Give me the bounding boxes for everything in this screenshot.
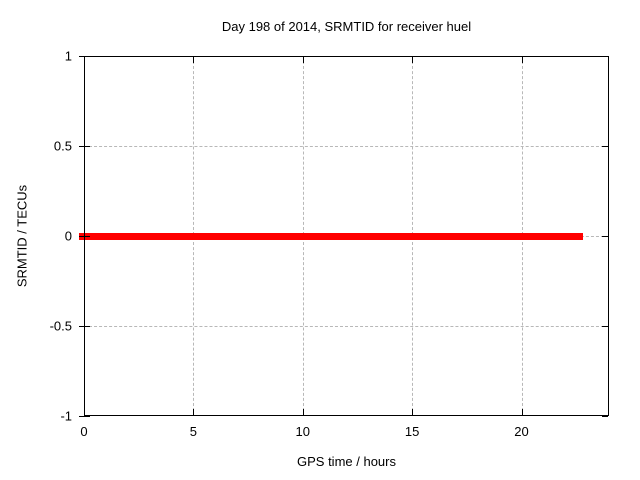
y-tick-label: 0.5 — [53, 138, 72, 154]
y-tick-mark-left — [79, 236, 90, 237]
y-tick-mark-right — [602, 56, 608, 57]
y-tick-mark-left — [79, 326, 90, 327]
x-tick-label: 15 — [404, 424, 420, 439]
y-tick-mark-right — [602, 236, 608, 237]
x-tick-label: 20 — [514, 424, 529, 439]
x-tick-mark-top — [303, 57, 304, 63]
y-tick-label: -1 — [60, 408, 72, 424]
x-axis-label: GPS time / hours — [297, 454, 396, 469]
x-tick-mark-bottom — [303, 409, 304, 415]
chart-title: Day 198 of 2014, SRMTID for receiver hue… — [221, 19, 472, 34]
gridline-horizontal — [84, 146, 609, 147]
x-tick-mark-bottom — [522, 409, 523, 415]
y-axis-label: SRMTID / TECUs — [14, 184, 30, 288]
y-tick-mark-right — [602, 416, 608, 417]
x-tick-mark-bottom — [84, 409, 85, 415]
y-tick-mark-right — [602, 146, 608, 147]
x-tick-mark-top — [84, 57, 85, 63]
data-line-srmtid — [79, 232, 583, 240]
x-tick-label: 0 — [80, 424, 88, 439]
y-tick-mark-left — [79, 146, 90, 147]
x-tick-mark-top — [193, 57, 194, 63]
x-tick-mark-bottom — [412, 409, 413, 415]
x-tick-mark-bottom — [193, 409, 194, 415]
x-tick-mark-top — [412, 57, 413, 63]
y-tick-mark-left — [79, 56, 90, 57]
y-tick-label: 0 — [64, 228, 72, 244]
y-tick-mark-left — [79, 416, 90, 417]
x-tick-mark-top — [522, 57, 523, 63]
gridline-horizontal — [84, 326, 609, 327]
x-tick-label: 5 — [189, 424, 197, 439]
x-tick-label: 10 — [295, 424, 310, 439]
y-tick-mark-right — [602, 326, 608, 327]
y-tick-label: -0.5 — [49, 318, 72, 334]
y-tick-label: 1 — [64, 48, 72, 64]
